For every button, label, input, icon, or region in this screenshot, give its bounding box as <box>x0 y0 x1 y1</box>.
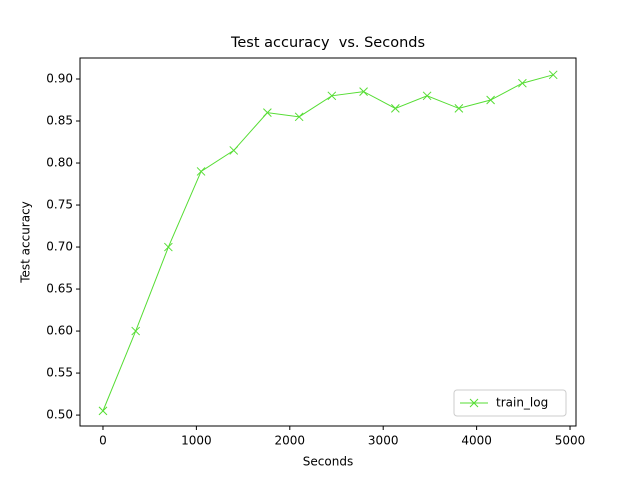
y-tick-label: 0.60 <box>46 324 73 338</box>
data-marker <box>454 104 464 113</box>
legend-marker <box>469 398 479 408</box>
x-tick-label: 4000 <box>461 434 492 448</box>
data-marker <box>229 146 239 155</box>
y-tick-label: 0.85 <box>46 114 73 128</box>
y-tick-label: 0.70 <box>46 240 73 254</box>
data-marker <box>294 112 304 122</box>
data-marker <box>327 91 337 101</box>
legend-box <box>453 389 567 417</box>
data-marker <box>263 108 272 117</box>
legend-label: train_log <box>496 396 548 410</box>
data-marker <box>196 167 206 176</box>
data-marker <box>548 70 558 80</box>
x-tick-label: 5000 <box>555 434 586 448</box>
y-axis-label: Test accuracy <box>19 201 33 284</box>
y-tick-label: 0.80 <box>46 156 73 170</box>
y-tick-label: 0.90 <box>46 72 73 86</box>
y-tick-label: 0.65 <box>46 282 73 296</box>
y-tick-label: 0.50 <box>46 408 73 422</box>
data-marker <box>422 91 432 101</box>
data-marker <box>359 87 368 96</box>
x-tick-label: 2000 <box>275 434 306 448</box>
y-tick-label: 0.55 <box>46 366 73 380</box>
data-marker <box>131 326 141 336</box>
data-marker <box>164 242 173 252</box>
data-marker <box>518 78 527 88</box>
x-tick-label: 3000 <box>368 434 399 448</box>
y-tick-label: 0.75 <box>46 198 73 212</box>
chart-title: Test accuracy vs. Seconds <box>230 35 425 51</box>
x-axis-label: Seconds <box>303 455 353 469</box>
data-marker <box>98 406 108 416</box>
data-marker <box>486 95 495 105</box>
data-marker <box>390 104 400 113</box>
x-tick-label: 0 <box>99 434 107 448</box>
plot-frame <box>79 57 577 427</box>
x-tick-label: 1000 <box>181 434 212 448</box>
